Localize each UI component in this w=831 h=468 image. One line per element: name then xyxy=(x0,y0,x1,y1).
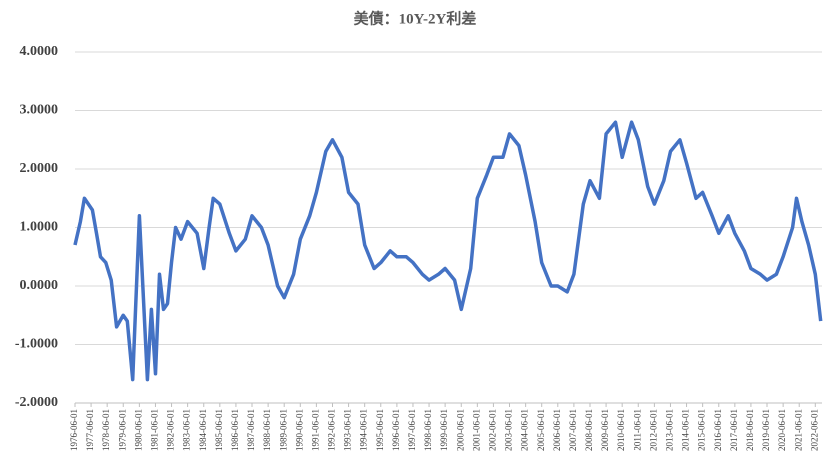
x-tick-label: 2022-06-01 xyxy=(809,409,819,451)
x-tick-label: 2013-06-01 xyxy=(665,409,675,451)
data-line xyxy=(73,120,823,382)
x-tick-label: 1993-06-01 xyxy=(343,409,353,451)
y-tick-label: -2.0000 xyxy=(15,395,58,410)
x-tick-label: 1992-06-01 xyxy=(327,409,337,451)
x-tick-label: 2009-06-01 xyxy=(600,409,610,451)
x-tick-label: 1985-06-01 xyxy=(214,409,224,451)
x-tick-label: 2015-06-01 xyxy=(697,409,707,451)
chart-title: 美債：10Y-2Y利差 xyxy=(354,9,477,27)
x-tick-label: 1987-06-01 xyxy=(246,409,256,451)
x-tick-label: 1994-06-01 xyxy=(359,409,369,451)
x-tick-label: 2005-06-01 xyxy=(536,409,546,451)
y-tick-label: 1.0000 xyxy=(20,220,59,235)
x-tick-label: 1982-06-01 xyxy=(166,409,176,451)
x-tick-label: 2001-06-01 xyxy=(471,409,481,451)
x-tick-label: 1989-06-01 xyxy=(278,409,288,451)
x-tick-label: 1990-06-01 xyxy=(294,409,304,451)
x-tick-label: 2018-06-01 xyxy=(745,409,755,451)
x-tick-label: 1978-06-01 xyxy=(101,409,111,451)
x-tick-label: 1991-06-01 xyxy=(310,409,320,451)
x-tick-label: 2002-06-01 xyxy=(487,409,497,451)
x-tick-label: 1986-06-01 xyxy=(230,409,240,451)
x-tick-label: 1998-06-01 xyxy=(423,409,433,451)
x-tick-label: 2016-06-01 xyxy=(713,409,723,451)
x-tick-label: 1984-06-01 xyxy=(198,409,208,451)
y-tick-label: 3.0000 xyxy=(20,103,59,118)
x-tick-label: 2017-06-01 xyxy=(729,409,739,451)
x-tick-label: 1999-06-01 xyxy=(439,409,449,451)
x-tick-label: 1976-06-01 xyxy=(69,409,79,451)
x-tick-label: 2004-06-01 xyxy=(520,409,530,451)
x-tick-label: 1980-06-01 xyxy=(133,409,143,451)
x-tick-label: 2014-06-01 xyxy=(681,409,691,451)
y-tick-label: 0.0000 xyxy=(20,278,59,293)
y-tick-label: -1.0000 xyxy=(15,337,58,352)
x-tick-label: 2003-06-01 xyxy=(504,409,514,451)
x-tick-label: 1988-06-01 xyxy=(262,409,272,451)
x-tick-label: 2008-06-01 xyxy=(584,409,594,451)
x-tick-label: 2012-06-01 xyxy=(648,409,658,451)
x-tick-label: 2011-06-01 xyxy=(632,409,642,451)
x-tick-label: 1983-06-01 xyxy=(182,409,192,451)
x-tick-label: 1981-06-01 xyxy=(150,409,160,451)
x-tick-label: 1995-06-01 xyxy=(375,409,385,451)
x-tick-label: 1977-06-01 xyxy=(85,409,95,451)
x-tick-label: 1979-06-01 xyxy=(117,409,127,451)
x-tick-label: 2019-06-01 xyxy=(761,409,771,451)
x-tick-label: 2007-06-01 xyxy=(568,409,578,451)
x-tick-label: 2000-06-01 xyxy=(455,409,465,451)
x-tick-label: 2006-06-01 xyxy=(552,409,562,451)
y-tick-label: 4.0000 xyxy=(20,44,59,59)
x-tick-label: 1997-06-01 xyxy=(407,409,417,451)
x-tick-label: 2010-06-01 xyxy=(616,409,626,451)
x-tick-label: 1996-06-01 xyxy=(391,409,401,451)
x-tick-label: 2021-06-01 xyxy=(793,409,803,451)
y-tick-label: 2.0000 xyxy=(20,161,59,176)
x-tick-label: 2020-06-01 xyxy=(777,409,787,451)
